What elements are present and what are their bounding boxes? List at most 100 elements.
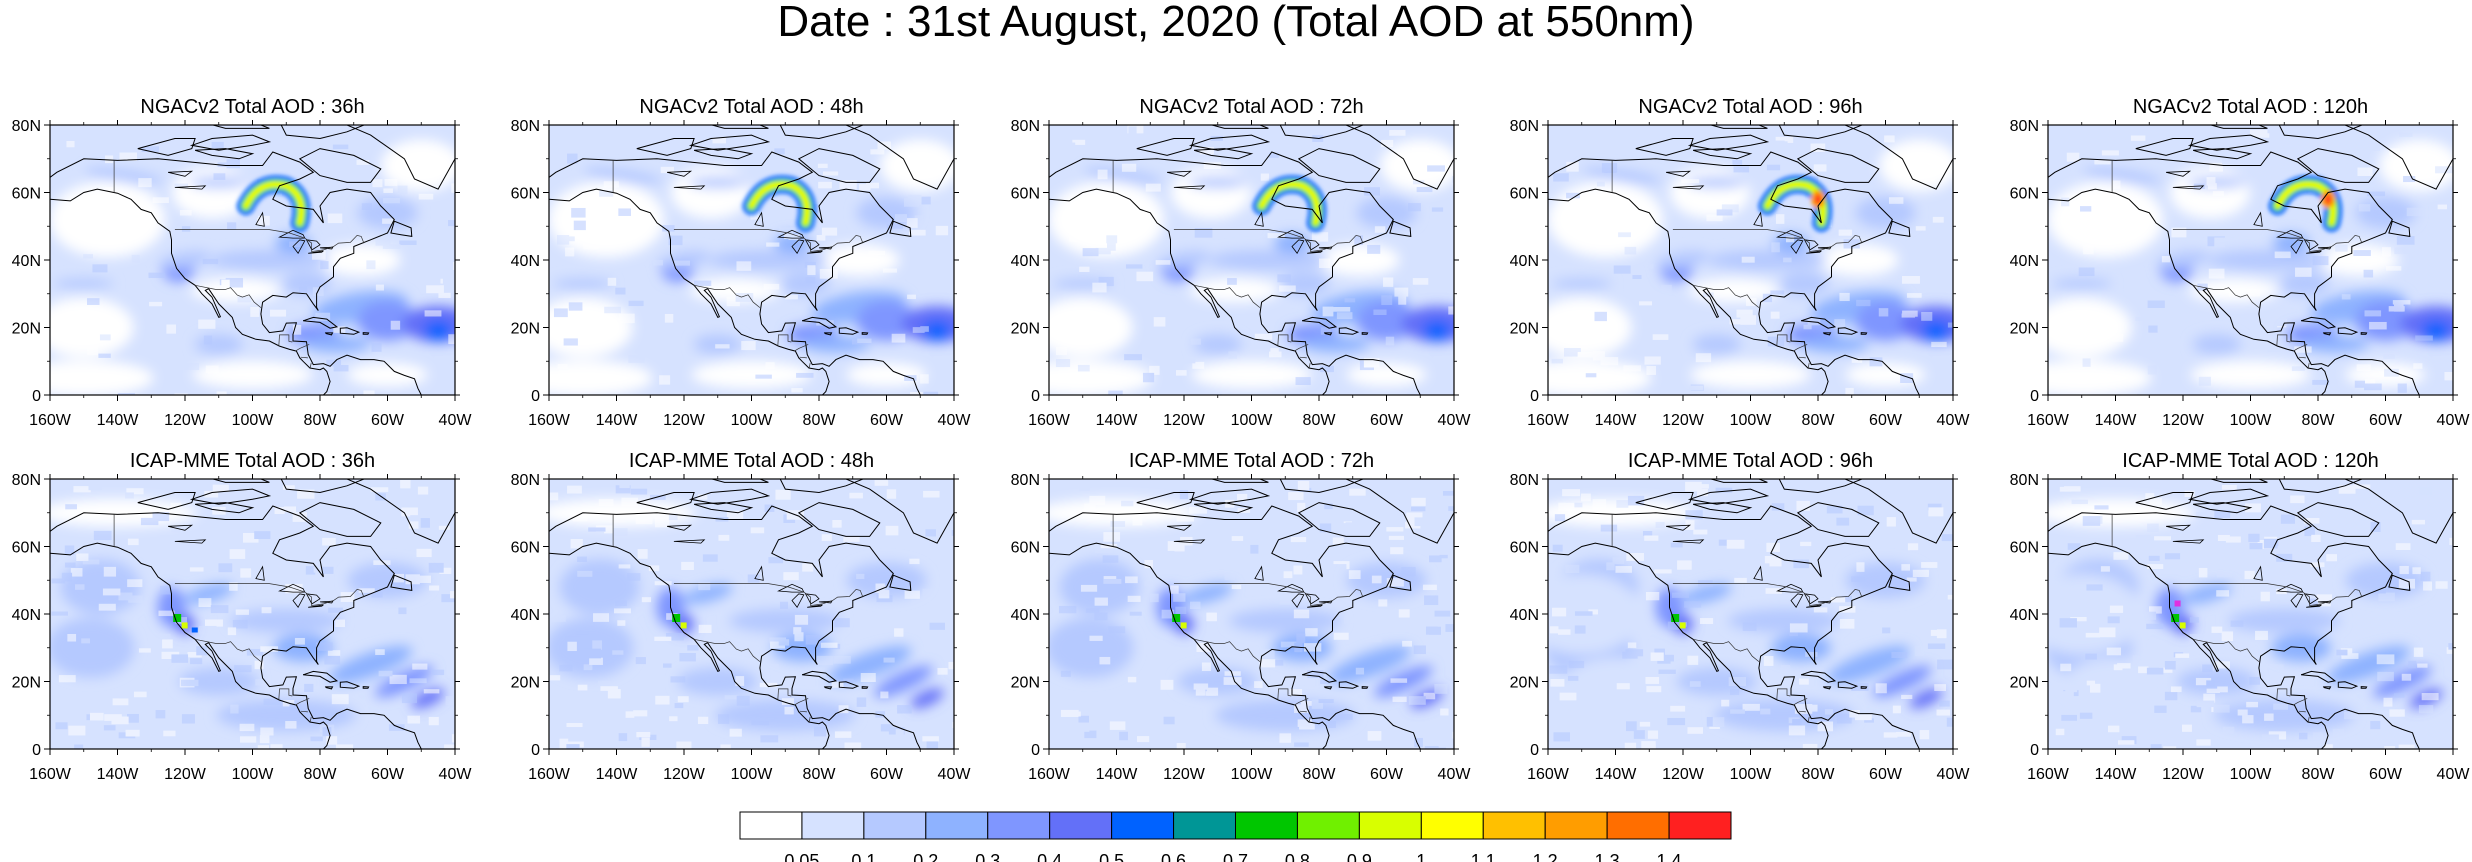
x-tick-label: 40W: [2437, 412, 2471, 429]
x-axis: 160W 140W 120W 100W 80W 60W 40W: [1028, 474, 1471, 783]
map-panel: ICAP-MME Total AOD : 72h 160W 140W 120W 100W…: [1011, 450, 1472, 783]
colorbar-label: 0.2: [913, 851, 938, 862]
y-tick-label: 60N: [1510, 186, 1539, 203]
y-axis: 0 20N 40N 60N 80N: [12, 118, 460, 405]
y-tick-label: 40N: [511, 607, 540, 624]
figure-title: Date : 31st August, 2020 (Total AOD at 5…: [777, 0, 1695, 46]
x-axis: 160W 140W 120W 100W 80W 60W 40W: [1527, 474, 1970, 783]
x-tick-label: 100W: [232, 766, 275, 783]
x-tick-label: 60W: [371, 766, 405, 783]
y-tick-label: 40N: [2010, 607, 2039, 624]
y-tick-label: 80N: [511, 472, 540, 489]
colorbar-label: 0.8: [1285, 851, 1310, 862]
panel-title: NGACv2 Total AOD : 96h: [1638, 96, 1862, 118]
panel-title: NGACv2 Total AOD : 120h: [2133, 96, 2368, 118]
aod-field: [1049, 125, 1454, 395]
colorbar-label: 0.4: [1037, 851, 1062, 862]
x-tick-label: 100W: [1730, 766, 1773, 783]
y-tick-label: 60N: [1011, 540, 1040, 557]
x-tick-label: 100W: [1231, 766, 1274, 783]
colorbar-swatch: [1420, 811, 1484, 840]
map-panels: NGACv2 Total AOD : 36h 160W 140W 120W 100W 80…: [12, 96, 2471, 783]
x-axis: 160W 140W 120W 100W 80W 60W 40W: [1028, 120, 1471, 429]
colorbar-swatch: [739, 811, 803, 840]
x-tick-label: 40W: [439, 412, 473, 429]
colorbar-label: 1.1: [1471, 851, 1496, 862]
y-tick-label: 80N: [1011, 472, 1040, 489]
x-tick-label: 160W: [29, 766, 72, 783]
y-axis: 0 20N 40N 60N 80N: [2010, 118, 2458, 405]
y-tick-label: 20N: [2010, 321, 2039, 338]
x-tick-label: 120W: [2162, 412, 2205, 429]
x-tick-label: 120W: [164, 766, 207, 783]
x-tick-label: 40W: [938, 766, 972, 783]
panel-title: NGACv2 Total AOD : 72h: [1139, 96, 1363, 118]
colorbar-label: 0.9: [1347, 851, 1372, 862]
y-tick-label: 80N: [511, 118, 540, 135]
x-tick-label: 100W: [731, 412, 774, 429]
map-panel: ICAP-MME Total AOD : 48h 160W 140W 120W 100W…: [511, 450, 972, 783]
colorbar-label: 1.2: [1533, 851, 1558, 862]
y-tick-label: 60N: [2010, 186, 2039, 203]
coastlines: [1049, 125, 1454, 395]
panel-title: ICAP-MME Total AOD : 120h: [2122, 450, 2378, 472]
y-tick-label: 80N: [2010, 472, 2039, 489]
x-tick-label: 160W: [29, 412, 72, 429]
map-panel: NGACv2 Total AOD : 96h 160W 140W 120W 100W 80…: [1510, 96, 1971, 429]
panel-title: NGACv2 Total AOD : 36h: [140, 96, 364, 118]
aod-field: [1049, 479, 1454, 749]
panel-title: ICAP-MME Total AOD : 48h: [629, 450, 874, 472]
colorbar-label: 1: [1416, 851, 1426, 862]
x-tick-label: 100W: [1730, 412, 1773, 429]
aod-field: [2048, 479, 2453, 749]
x-tick-label: 120W: [663, 766, 706, 783]
y-tick-label: 0: [32, 742, 41, 759]
x-tick-label: 60W: [870, 412, 904, 429]
y-tick-label: 20N: [1011, 321, 1040, 338]
map-panel: ICAP-MME Total AOD : 120h 160W 140W 120W 100…: [2010, 450, 2471, 783]
colorbar-swatch: [925, 811, 989, 840]
map-panel: ICAP-MME Total AOD : 96h 160W 140W 120W 100W…: [1510, 450, 1971, 783]
y-tick-label: 20N: [511, 321, 540, 338]
y-tick-label: 20N: [2010, 675, 2039, 692]
aod-field: [2048, 125, 2453, 395]
x-tick-label: 160W: [1527, 412, 1570, 429]
map-panel: NGACv2 Total AOD : 120h 160W 140W 120W 100W 8…: [2010, 96, 2471, 429]
y-tick-label: 0: [1530, 388, 1539, 405]
colorbar-label: 0.6: [1161, 851, 1186, 862]
map-panel: NGACv2 Total AOD : 72h 160W 140W 120W 100W 80…: [1011, 96, 1472, 429]
x-tick-label: 60W: [1869, 412, 1903, 429]
y-axis: 0 20N 40N 60N 80N: [12, 472, 460, 759]
x-tick-label: 80W: [1802, 412, 1836, 429]
coastlines: [2048, 125, 2453, 395]
x-axis: 160W 140W 120W 100W 80W 60W 40W: [528, 474, 971, 783]
colorbar-swatch: [1606, 811, 1670, 840]
colorbar-swatch: [1296, 811, 1360, 840]
aod-field: [50, 125, 455, 395]
x-tick-label: 160W: [2027, 412, 2070, 429]
x-tick-label: 100W: [731, 766, 774, 783]
y-tick-label: 40N: [1011, 607, 1040, 624]
map-panel: ICAP-MME Total AOD : 36h 160W 140W 120W 100W…: [12, 450, 473, 783]
y-tick-label: 20N: [1510, 675, 1539, 692]
colorbar-label: 0.7: [1223, 851, 1248, 862]
x-tick-label: 160W: [1527, 766, 1570, 783]
x-tick-label: 80W: [803, 766, 837, 783]
x-tick-label: 60W: [1869, 766, 1903, 783]
x-tick-label: 80W: [1303, 766, 1337, 783]
x-tick-label: 140W: [1096, 412, 1139, 429]
y-tick-label: 80N: [12, 118, 41, 135]
x-tick-label: 40W: [2437, 766, 2471, 783]
y-tick-label: 40N: [12, 253, 41, 270]
x-tick-label: 40W: [1937, 766, 1971, 783]
colorbar-swatch: [1482, 811, 1546, 840]
y-tick-label: 0: [531, 388, 540, 405]
y-tick-label: 20N: [12, 321, 41, 338]
y-tick-label: 80N: [1510, 118, 1539, 135]
x-tick-label: 100W: [232, 412, 275, 429]
colorbar: 0.05 0.1 0.2 0.3 0.4 0.5 0.6 0.7 0.8 0.9 1 1.1 1.2 1.…: [739, 811, 1732, 862]
x-tick-label: 80W: [304, 412, 338, 429]
x-tick-label: 140W: [1595, 412, 1638, 429]
y-tick-label: 60N: [12, 540, 41, 557]
x-axis: 160W 140W 120W 100W 80W 60W 40W: [29, 120, 472, 429]
